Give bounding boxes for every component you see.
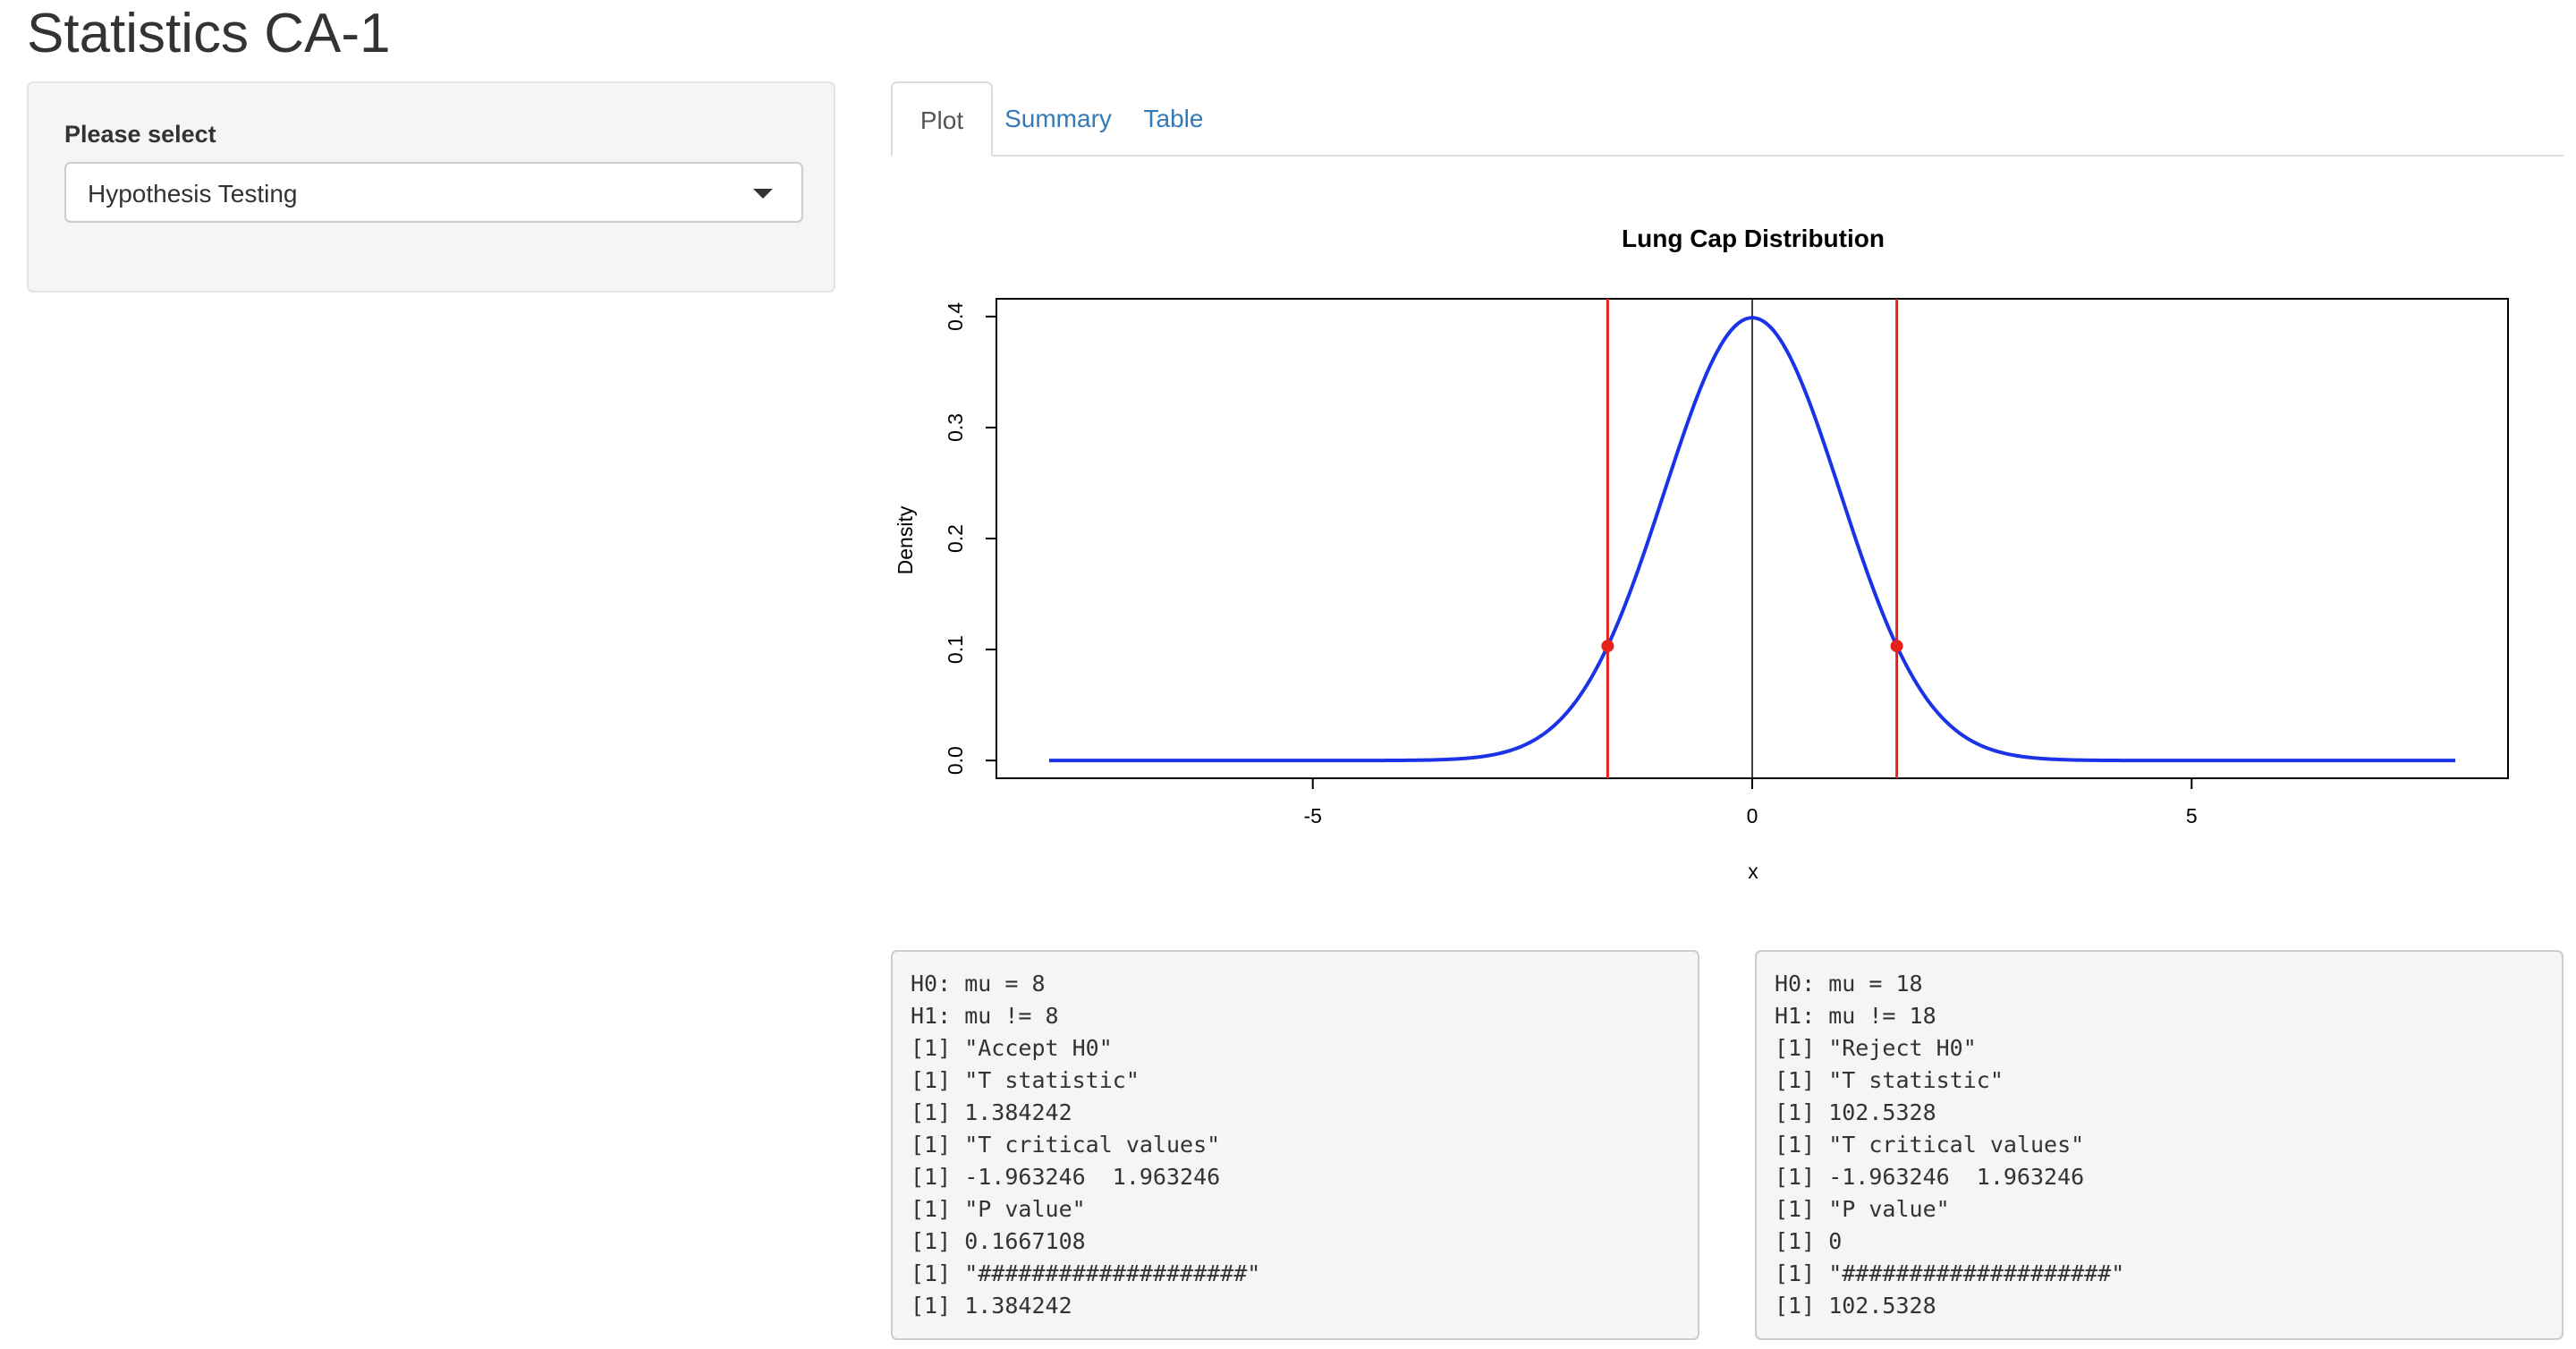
output-line: [1] "T statistic" <box>911 1067 1140 1093</box>
x-axis-label: x <box>1748 860 1758 883</box>
output-line: H1: mu != 8 <box>911 1003 1059 1029</box>
y-tick-label: 0.1 <box>944 635 967 664</box>
sidebar-panel: Please select Hypothesis Testing <box>27 81 835 293</box>
tab-table[interactable]: Table <box>1143 105 1204 132</box>
chart-title: Lung Cap Distribution <box>1622 225 1885 252</box>
output-line: [1] "T critical values" <box>911 1132 1221 1158</box>
critical-point <box>1601 640 1614 653</box>
y-axis-label: Density <box>894 505 917 574</box>
output-line: [1] "Reject H0" <box>1775 1035 1977 1061</box>
output-line: [1] 0 <box>1775 1228 1843 1254</box>
output-line: [1] 102.5328 <box>1775 1293 1936 1319</box>
axes: -5 0 5 0.0 0.1 0.2 0.3 0.4 <box>944 302 2198 827</box>
output-line: H1: mu != 18 <box>1775 1003 1936 1029</box>
y-tick-label: 0.3 <box>944 413 967 442</box>
output-line: [1] "P value" <box>1775 1196 1950 1222</box>
output-line: [1] "####################" <box>911 1260 1261 1286</box>
y-tick-label: 0.4 <box>944 302 967 331</box>
output-line: [1] "T critical values" <box>1775 1132 2085 1158</box>
output-box-test-1: H0: mu = 8 H1: mu != 8 [1] "Accept H0" [… <box>891 950 1699 1340</box>
output-line: H0: mu = 8 <box>911 971 1046 997</box>
analysis-select[interactable]: Hypothesis Testing <box>64 162 803 223</box>
output-line: [1] "Accept H0" <box>911 1035 1113 1061</box>
y-tick-label: 0.2 <box>944 524 967 553</box>
output-line: [1] "T statistic" <box>1775 1067 2004 1093</box>
output-line: H0: mu = 18 <box>1775 971 1923 997</box>
tab-plot[interactable]: Plot <box>891 81 993 157</box>
tab-bar: Plot Summary Table <box>891 81 2563 157</box>
caret-down-icon[interactable] <box>753 189 773 199</box>
tab-summary[interactable]: Summary <box>1004 105 1112 132</box>
output-line: [1] 0.1667108 <box>911 1228 1086 1254</box>
output-line: [1] -1.963246 1.963246 <box>1775 1164 2085 1190</box>
output-line: [1] 102.5328 <box>1775 1099 1936 1125</box>
page-title: Statistics CA-1 <box>27 3 391 64</box>
output-line: [1] 1.384242 <box>911 1293 1072 1319</box>
output-line: [1] "P value" <box>911 1196 1086 1222</box>
x-tick-label: -5 <box>1303 804 1321 827</box>
output-box-test-2: H0: mu = 18 H1: mu != 18 [1] "Reject H0"… <box>1755 950 2563 1340</box>
x-tick-label: 0 <box>1747 804 1758 827</box>
select-value: Hypothesis Testing <box>88 180 298 208</box>
chart-marks <box>1048 299 2456 778</box>
critical-point <box>1890 640 1903 653</box>
density-curve <box>1048 316 2456 763</box>
select-label: Please select <box>64 121 216 148</box>
output-line: [1] 1.384242 <box>911 1099 1072 1125</box>
lung-cap-plot: Lung Cap Distribution Density x -5 0 5 0.0 0… <box>894 225 2509 883</box>
output-line: [1] -1.963246 1.963246 <box>911 1164 1221 1190</box>
output-line: [1] "####################" <box>1775 1260 2125 1286</box>
y-tick-label: 0.0 <box>944 746 967 775</box>
x-tick-label: 5 <box>2186 804 2198 827</box>
